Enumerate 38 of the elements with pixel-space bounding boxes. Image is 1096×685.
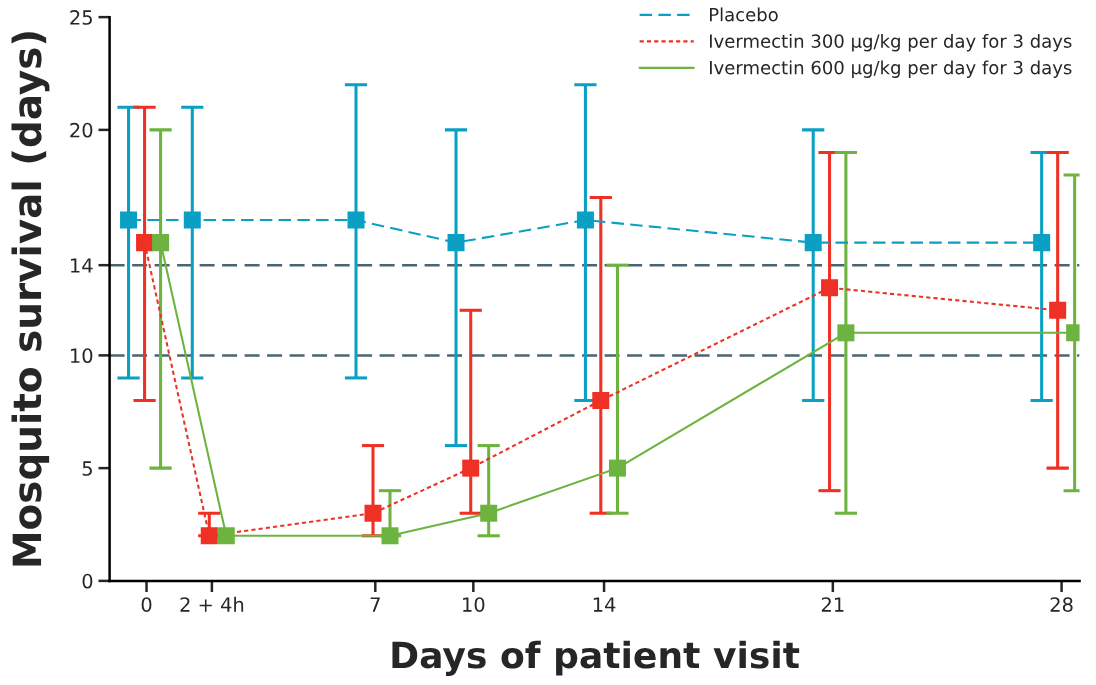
legend-label: Placebo [709,7,778,22]
point [804,234,822,252]
x-tick-label: 14 [593,597,616,612]
point [592,391,610,409]
y-tick-label: 25 [70,10,92,25]
point [120,211,138,229]
point [447,234,465,252]
y-tick-label: 10 [71,348,93,364]
x-tick-label: 10 [463,597,485,612]
point [837,324,855,342]
x-tick-label: 28 [1050,597,1073,612]
point [1033,234,1051,252]
point [381,527,399,545]
point [152,234,170,252]
y-tick-label: 5 [82,461,92,476]
y-tick-label: 20 [70,122,93,138]
point [480,504,498,522]
legend-label: Ivermectin 600 μg/kg per day for 3 days [709,60,1072,78]
point [347,211,365,229]
point [576,211,594,229]
point [217,527,235,545]
point [183,211,201,229]
x-tick-label: 0 [141,597,152,612]
x-tick-label: 7 [370,597,380,612]
point [1049,301,1067,319]
point [608,459,626,477]
point [200,527,218,545]
x-axis-title: Days of patient visit [392,640,800,676]
point [821,279,839,297]
x-tick-label: 21 [821,597,844,612]
point [364,504,382,522]
point [136,234,154,252]
point [462,459,480,477]
y-axis-title: Mosquito survival (days) [11,32,50,566]
legend-label: Ivermectin 300 μg/kg per day for 3 days [709,33,1072,52]
y-tick-label: 14 [71,258,93,273]
y-tick-label: 0 [82,573,93,589]
x-tick-label: 2 + 4h [180,596,244,612]
